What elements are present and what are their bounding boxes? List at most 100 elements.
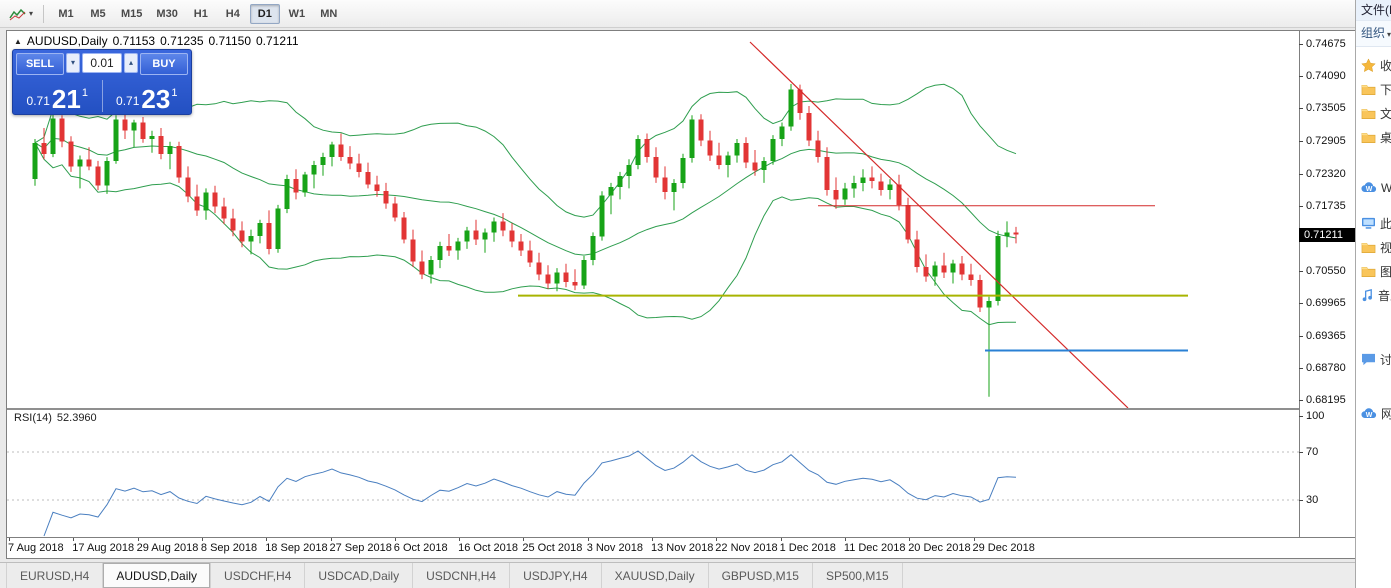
price-axis-label: 0.69965 [1299,297,1346,309]
price-axis-label: 0.72320 [1299,168,1346,180]
explorer-item-cloud[interactable]: W WPS网盘 [1356,175,1391,199]
explorer-item-chat[interactable]: 讨论 [1356,347,1391,371]
chart-tab-bar: EURUSD,H4 AUDUSD,Daily USDCHF,H4 USDCAD,Dai… [0,562,1356,588]
explorer-item-star[interactable]: 收藏夹 [1356,53,1391,77]
folder-icon [1361,242,1376,253]
explorer-item-folder[interactable]: 文档 [1356,101,1391,125]
toolbar-separator [43,4,45,23]
current-price-tag: 0.71211 [1299,228,1355,242]
chart-tab-usdcad-daily[interactable]: USDCAD,Daily [305,563,414,588]
price-axis[interactable]: 0.74675 0.74090 0.73505 0.72905 0.72320 0.717… [1298,31,1355,537]
date-axis-label: 29 Aug 2018 [136,538,199,554]
explorer-item-label: 音乐 [1378,288,1391,303]
chart-tab-usdcnh-h4[interactable]: USDCNH,H4 [413,563,511,588]
chart-tab-xauusd-daily[interactable]: XAUUSD,Daily [602,563,709,588]
rsi-chart[interactable] [7,410,1299,537]
rsi-caption: RSI(14) 52.3960 [14,412,102,424]
lot-size-input[interactable] [82,53,122,73]
trade-panel-controls: SELL ▾ ▴ BUY [13,50,191,77]
cloud-icon: W [1361,408,1377,419]
date-axis-label: 27 Sep 2018 [329,538,392,554]
date-axis-label: 8 Sep 2018 [200,538,258,554]
timeframe-button-m30[interactable]: M30 [156,7,178,20]
chat-icon [1362,353,1375,365]
chart-tab-sp500-m15[interactable]: SP500,M15 [813,563,903,588]
explorer-item-folder[interactable]: 桌面 [1356,125,1391,149]
price-axis-label: 0.69365 [1299,330,1346,342]
ohlc-close: 0.71211 [256,34,299,48]
explorer-item-label: 讨论 [1380,352,1391,367]
explorer-nav-list: 收藏夹下载文档桌面 W WPS网盘此电脑视频图片音乐讨论 W 网络 [1356,53,1391,425]
price-axis-label: 0.72905 [1299,135,1346,147]
rsi-axis-label: 70 [1298,446,1319,458]
organize-label: 组织 [1361,26,1386,40]
date-axis-label: 3 Nov 2018 [586,538,643,554]
price-axis-label: 0.74090 [1299,70,1346,82]
chart-tab-audusd-daily[interactable]: AUDUSD,Daily [103,563,212,588]
explorer-file-menu[interactable]: 文件(F) [1356,0,1391,20]
buy-button[interactable]: BUY [140,53,188,75]
chevron-down-icon: ▾ [29,9,34,18]
date-axis-label: 18 Sep 2018 [265,538,328,554]
explorer-item-music[interactable]: 音乐 [1356,283,1391,307]
rsi-value: 52.3960 [56,412,97,424]
computer-icon [1362,217,1375,229]
chart-tab-usdjpy-h4[interactable]: USDJPY,H4 [510,563,602,588]
explorer-item-folder[interactable]: 视频 [1356,235,1391,259]
explorer-item-label: WPS网盘 [1381,179,1391,196]
zigzag-chart-icon [9,8,26,20]
date-axis-label: 25 Oct 2018 [522,538,583,554]
folder-icon [1361,84,1376,95]
explorer-item-cloud[interactable]: W 网络 [1356,401,1391,425]
explorer-item-folder[interactable]: 图片 [1356,259,1391,283]
date-axis-label: 29 Dec 2018 [972,538,1035,554]
one-click-trading-panel: SELL ▾ ▴ BUY 0.71 21 1 0.71 23 1 [12,49,192,115]
date-axis-label: 6 Oct 2018 [393,538,448,554]
date-axis-label: 22 Nov 2018 [715,538,778,554]
timeframe-button-w1[interactable]: W1 [288,7,306,20]
rsi-label: RSI(14) [14,412,52,424]
date-axis-label: 13 Nov 2018 [651,538,714,554]
date-axis[interactable]: 7 Aug 2018 17 Aug 2018 29 Aug 2018 8 Sep 20… [7,537,1355,558]
buy-price-pip: 1 [171,87,178,99]
sell-price[interactable]: 0.71 21 1 [13,77,102,115]
explorer-item-computer[interactable]: 此电脑 [1356,211,1391,235]
explorer-item-label: 此电脑 [1380,216,1391,231]
timeframe-button-m1[interactable]: M1 [58,7,74,20]
explorer-item-folder[interactable]: 下载 [1356,77,1391,101]
chart-symbol: AUDUSD,Daily [26,34,108,48]
chevron-down-icon: ▾ [1387,30,1391,39]
indicator-splitter[interactable] [7,408,1355,410]
lot-decrease-button[interactable]: ▾ [66,53,80,73]
sell-price-prefix: 0.71 [26,94,50,108]
folder-icon [1361,266,1376,277]
chart-indicator-button[interactable]: ▾ [5,2,37,26]
chart-tab-usdchf-h4[interactable]: USDCHF,H4 [211,563,306,588]
date-axis-label: 7 Aug 2018 [8,538,64,554]
explorer-panel: 文件(F) 组织▾ 收藏夹下载文档桌面 W WPS网盘此电脑视频图片音乐讨论 W 网络 [1355,0,1391,588]
explorer-item-label: 视频 [1380,240,1391,255]
price-axis-label: 0.70550 [1299,265,1346,277]
chart-tab-eurusd-h4[interactable]: EURUSD,H4 [6,563,104,588]
timeframe-button-m15[interactable]: M15 [121,7,143,20]
explorer-item-label: 文档 [1380,106,1391,121]
sell-button[interactable]: SELL [16,53,64,75]
buy-price-prefix: 0.71 [116,94,140,108]
rsi-axis-label: 100 [1298,410,1325,422]
chart-tab-gbpusd-m15[interactable]: GBPUSD,M15 [709,563,813,588]
explorer-organize-button[interactable]: 组织 ▾ [1356,20,1391,47]
date-axis-label: 16 Oct 2018 [458,538,519,554]
timeframe-button-d1[interactable]: D1 [249,3,280,24]
buy-price[interactable]: 0.71 23 1 [103,77,192,115]
chart-window: ▲ AUDUSD,Daily 0.71153 0.71235 0.71150 0… [6,30,1356,559]
explorer-item-label: 桌面 [1380,130,1391,145]
folder-icon [1361,108,1376,119]
timeframe-button-h4[interactable]: H4 [225,7,240,20]
timeframe-button-m5[interactable]: M5 [90,7,106,20]
timeframe-button-h1[interactable]: H1 [193,7,208,20]
lot-increase-button[interactable]: ▴ [124,53,138,73]
date-axis-label: 17 Aug 2018 [72,538,135,554]
timeframe-button-mn[interactable]: MN [320,7,338,20]
candlestick-chart[interactable] [7,31,1299,408]
one-click-toggle-icon[interactable]: ▲ [14,36,22,46]
